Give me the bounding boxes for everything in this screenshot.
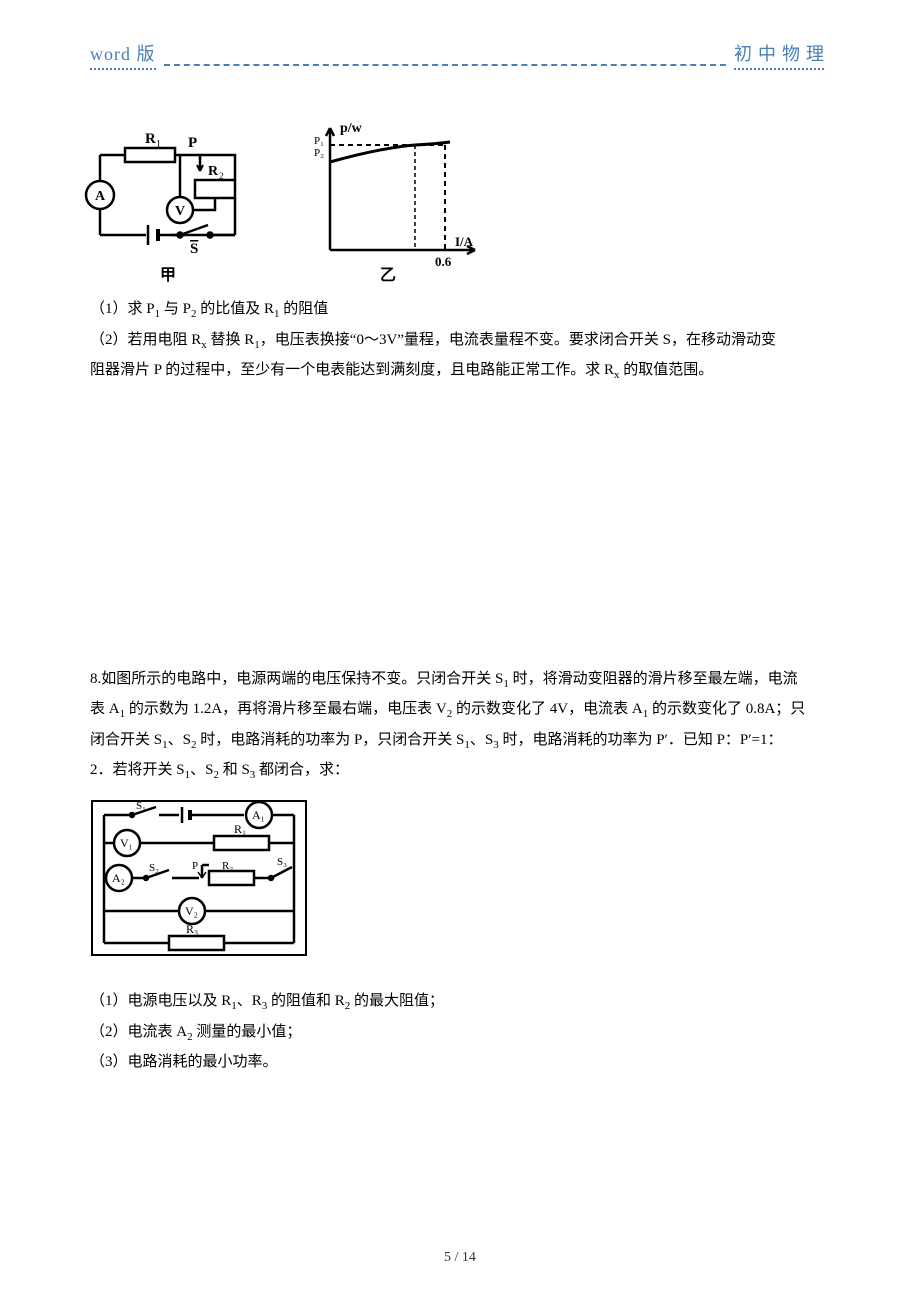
header-dashes (164, 64, 727, 66)
q8-sub2: （2）电流表 A2 测量的最小值； (90, 1018, 830, 1047)
svg-text:R₃: R₃ (186, 922, 198, 936)
header-right-label: 初中物理 (734, 40, 830, 66)
page-number: 5 / 14 (444, 1250, 476, 1265)
svg-text:A₂: A₂ (112, 871, 125, 885)
q8-intro-line4: 2．若将开关 S1、S2 和 S3 都闭合，求： (90, 756, 830, 785)
page-footer: 5 / 14 (0, 1250, 920, 1266)
svg-text:2: 2 (219, 171, 224, 181)
svg-text:p/w: p/w (340, 121, 363, 136)
svg-text:V: V (175, 204, 185, 219)
q7-line1: （1）求 P1 与 P2 的比值及 R1 的阻值 (90, 295, 830, 324)
svg-text:甲: 甲 (160, 266, 176, 284)
figure-1-circuit: R1 P R2 A V S 甲 (80, 125, 260, 285)
svg-text:V₂: V₂ (185, 904, 198, 918)
q8-intro-line2: 表 A1 的示数为 1.2A，再将滑片移至最右端，电压表 V2 的示数变化了 4… (90, 695, 830, 724)
svg-text:S₃: S₃ (277, 856, 287, 868)
figure-1-graph: p/w P₁ P₂ I/A 0.6 乙 (300, 120, 490, 285)
svg-text:乙: 乙 (380, 267, 396, 284)
page-content: R1 P R2 A V S 甲 (90, 120, 830, 1077)
svg-text:S₁: S₁ (136, 800, 146, 812)
figure-1: R1 P R2 A V S 甲 (80, 120, 830, 285)
figure-2-circuit: S₁ A₁ V₁ R₁ A₂ S₂ P R₂ S₃ V₂ R₃ (84, 793, 314, 963)
q8-sub3: （3）电路消耗的最小功率。 (90, 1048, 830, 1077)
q7-line2: （2）若用电阻 Rx 替换 R1，电压表换接“0～3V”量程，电流表量程不变。要… (90, 326, 830, 355)
header-left-label: word 版 (90, 40, 156, 66)
q8-sub1: （1）电源电压以及 R1、R3 的阻值和 R2 的最大阻值； (90, 987, 830, 1016)
svg-text:P: P (188, 135, 197, 151)
page-header: word 版 初中物理 (90, 40, 830, 70)
q8-intro-line3: 闭合开关 S1、S2 时，电路消耗的功率为 P，只闭合开关 S1、S3 时，电路… (90, 726, 830, 755)
svg-text:A₁: A₁ (252, 808, 265, 822)
svg-text:I/A: I/A (455, 234, 474, 249)
svg-text:R: R (145, 131, 156, 147)
svg-text:P₁: P₁ (314, 135, 324, 147)
svg-text:S: S (190, 241, 198, 257)
q7-line3: 阻器滑片 P 的过程中，至少有一个电表能达到满刻度，且电路能正常工作。求 Rx … (90, 356, 830, 385)
svg-text:V₁: V₁ (120, 836, 133, 850)
svg-text:R₁: R₁ (234, 822, 246, 836)
svg-text:A: A (95, 189, 106, 204)
svg-text:P₂: P₂ (314, 147, 324, 159)
svg-text:1: 1 (156, 139, 161, 150)
svg-text:0.6: 0.6 (435, 254, 452, 269)
svg-text:S₂: S₂ (149, 862, 159, 874)
svg-text:R₂: R₂ (222, 860, 233, 872)
q8-intro-line1: 8.如图所示的电路中，电源两端的电压保持不变。只闭合开关 S1 时，将滑动变阻器… (90, 665, 830, 694)
svg-text:R: R (208, 164, 219, 179)
svg-text:P: P (192, 860, 198, 872)
